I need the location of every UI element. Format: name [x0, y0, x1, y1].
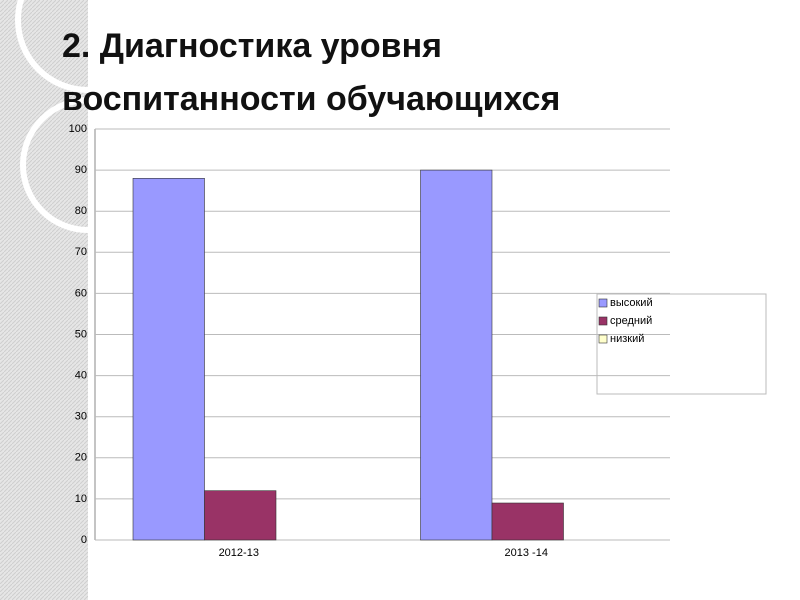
- y-tick-label: 100: [69, 123, 87, 135]
- y-tick-label: 80: [75, 205, 87, 217]
- legend-label: средний: [610, 315, 652, 327]
- legend-box: [596, 293, 767, 395]
- chart-title: 2. Диагностика уровня воспитанности обуч…: [62, 27, 561, 118]
- y-tick-label: 10: [75, 493, 87, 505]
- bar: [204, 490, 277, 541]
- legend-label: низкий: [610, 333, 644, 345]
- x-tick-label: 2013 -14: [505, 547, 548, 559]
- bar: [132, 178, 205, 541]
- legend-swatch: [598, 316, 608, 326]
- decor-circle: [15, 0, 161, 93]
- decor-circle: [20, 97, 156, 233]
- legend-swatch: [598, 334, 608, 344]
- legend-label: высокий: [610, 297, 653, 309]
- y-tick-label: 70: [75, 246, 87, 258]
- y-tick-label: 90: [75, 164, 87, 176]
- y-tick-label: 0: [81, 534, 87, 546]
- bar: [420, 169, 493, 541]
- y-tick-label: 50: [75, 328, 87, 340]
- legend-swatch: [598, 298, 608, 308]
- bar: [491, 502, 564, 541]
- y-tick-label: 20: [75, 452, 87, 464]
- y-tick-label: 30: [75, 411, 87, 423]
- y-tick-label: 60: [75, 287, 87, 299]
- x-tick-label: 2012-13: [219, 547, 259, 559]
- y-tick-label: 40: [75, 370, 87, 382]
